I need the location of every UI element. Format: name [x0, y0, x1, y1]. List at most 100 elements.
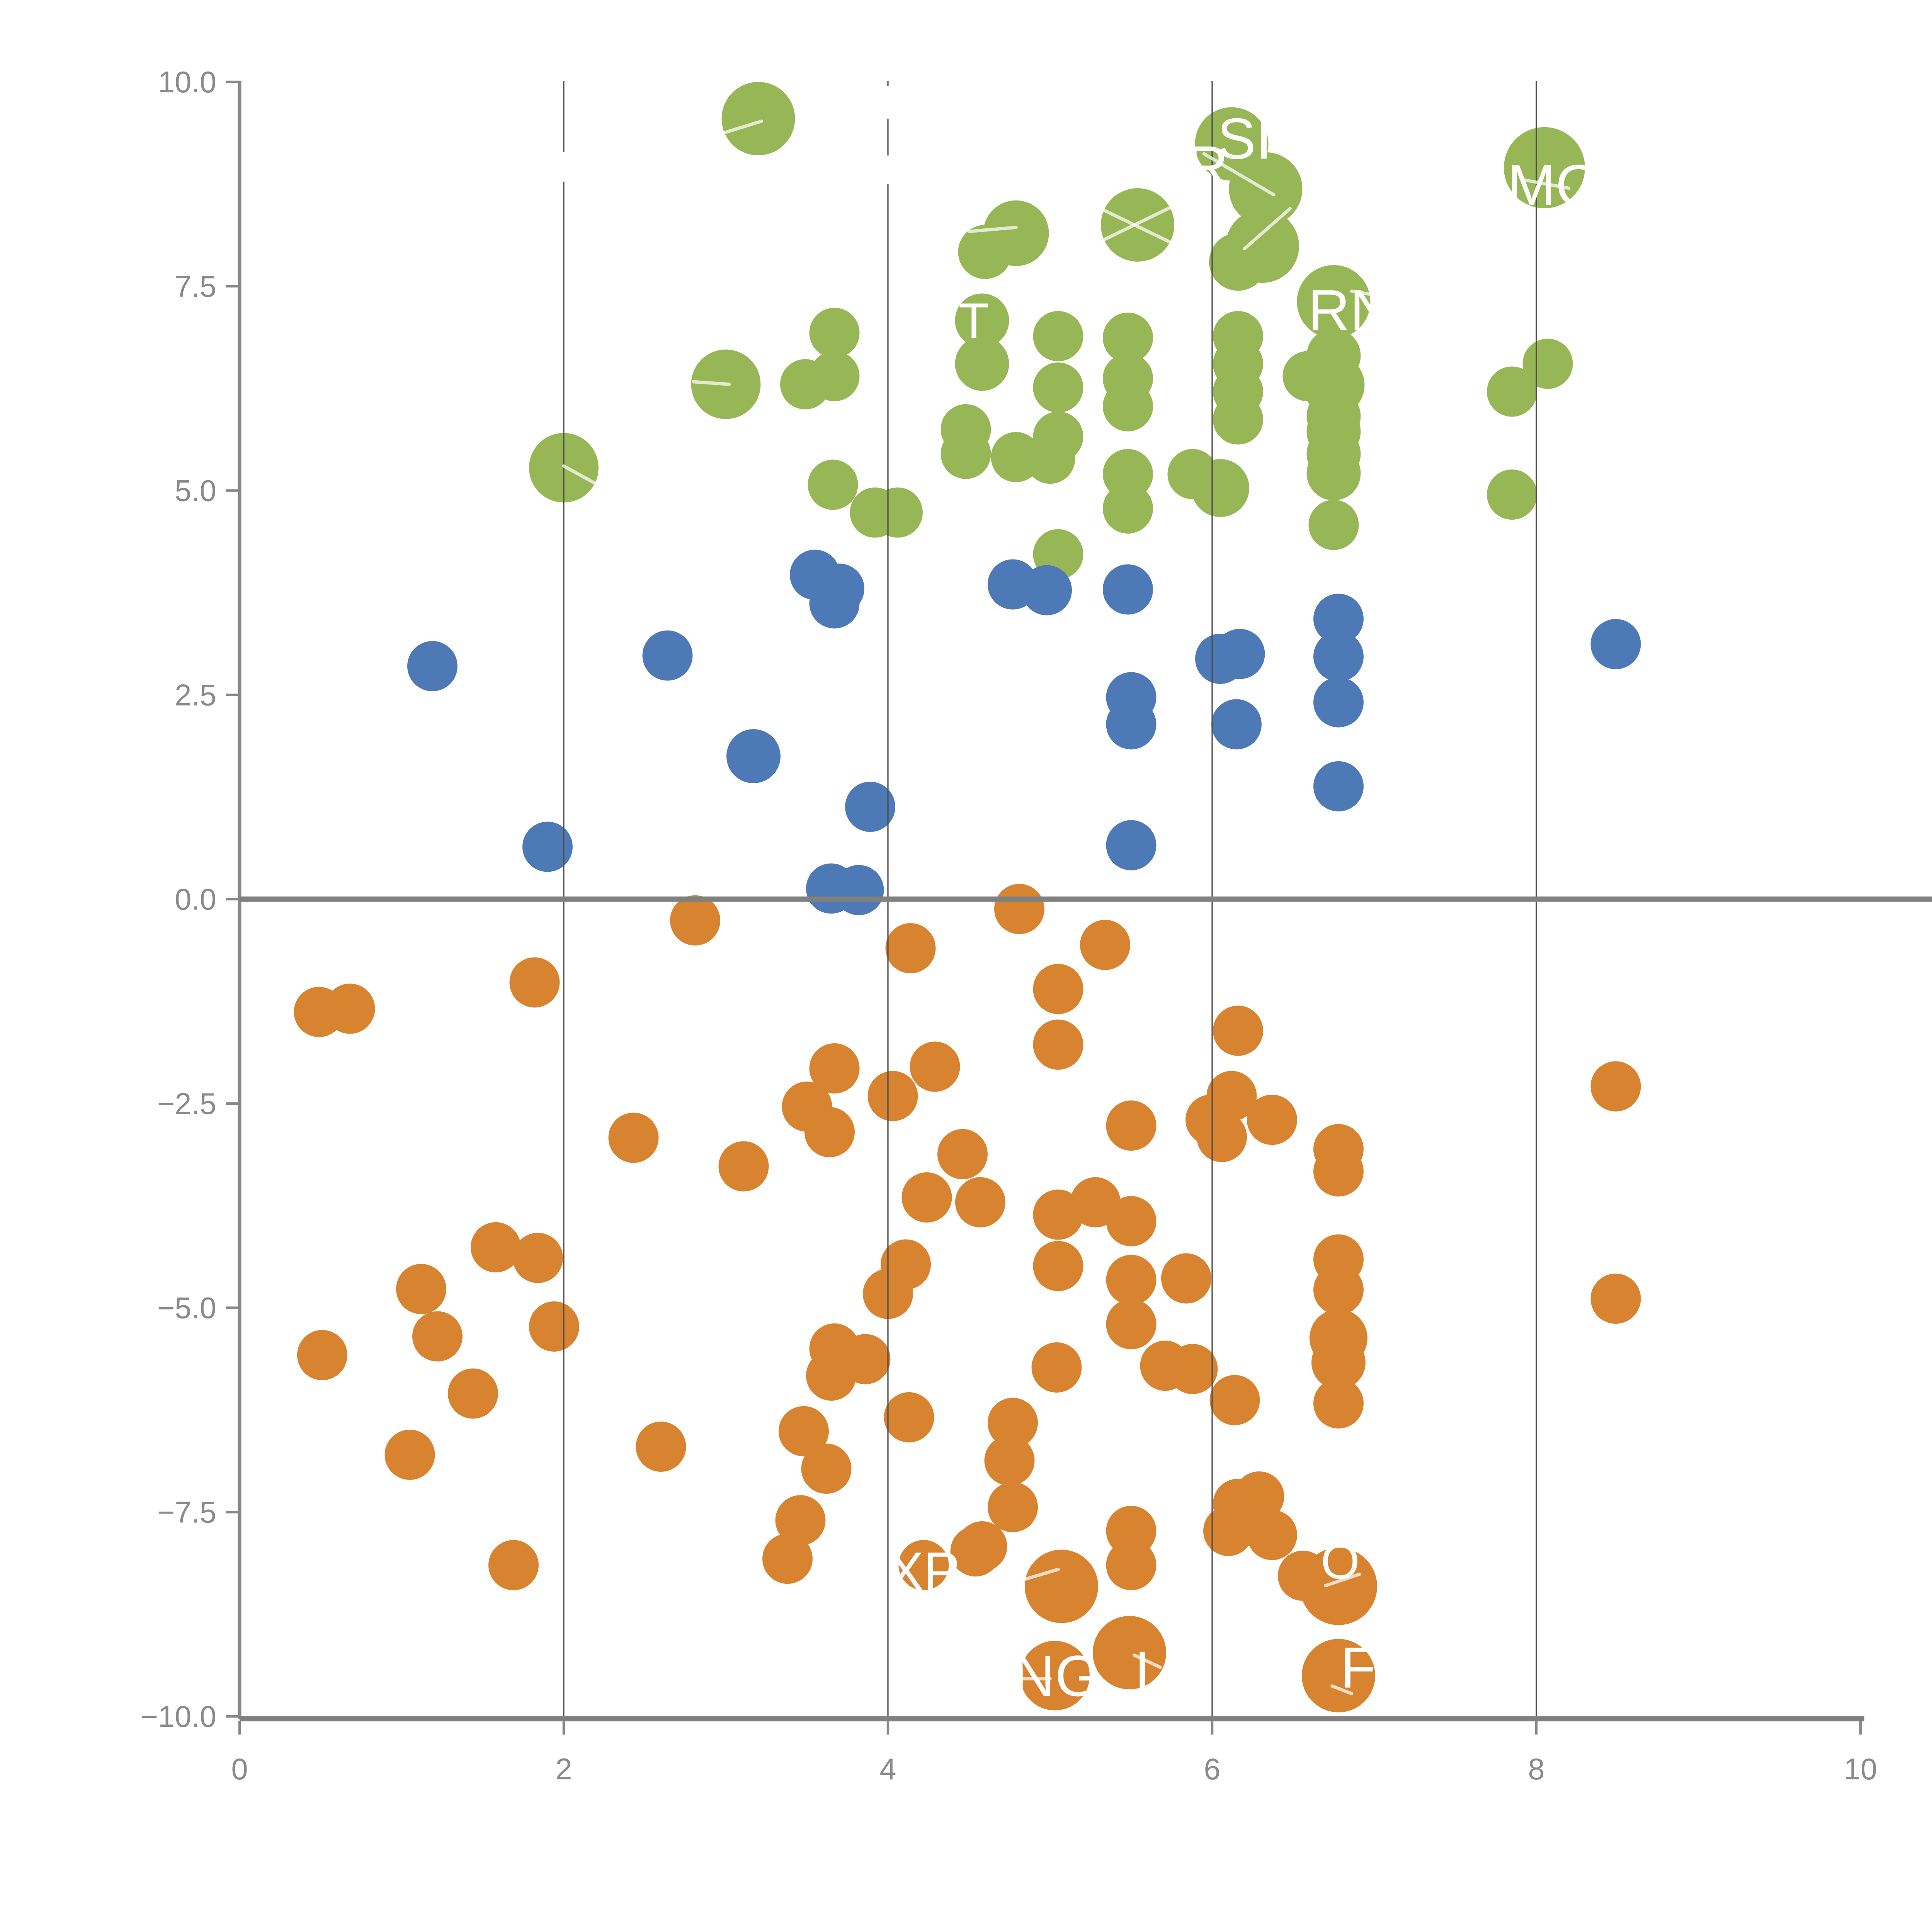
y-tick-label: −7.5 [157, 1496, 216, 1529]
scatter-point-orange-cluster [884, 1392, 934, 1442]
scatter-point-green-cluster [1103, 313, 1153, 363]
scatter-point-orange-cluster [955, 1177, 1005, 1228]
scatter-point-blue-cluster [522, 821, 573, 872]
x-tick-label: 8 [1528, 1753, 1544, 1786]
scatter-point-orange-cluster [1234, 1471, 1284, 1522]
scatter-point-orange-cluster [636, 1422, 686, 1472]
scatter-point-orange-cluster [1209, 1375, 1260, 1425]
scatter-point-orange-cluster [867, 1071, 918, 1121]
scatter-point-orange-cluster [885, 923, 936, 973]
scatter-point-green-cluster [808, 459, 858, 510]
tick-labels-layer: 10.0 7.5 5.0 2.5 0.0 −2.5 −5.0 −7.5 −10.0 0 2 4 6 8 10 [141, 66, 1877, 1786]
scatter-point-orange-cluster [1106, 1100, 1156, 1151]
annotation-leader-line [1350, 289, 1402, 301]
scatter-point-orange-cluster [898, 1540, 949, 1590]
scatter-point-green-cluster [1487, 366, 1537, 417]
scatter-point-orange-cluster [1080, 920, 1130, 970]
scatter-point-blue-cluster [809, 578, 860, 629]
scatter-point-orange-cluster [910, 1041, 960, 1092]
scatter-point-orange-cluster [984, 1435, 1035, 1486]
scatter-point-orange-cluster [775, 1495, 826, 1546]
scatter-point-orange-cluster [801, 1444, 852, 1494]
scatter-point-green-cluster [1209, 233, 1267, 291]
scatter-point-orange-cluster [1106, 1196, 1156, 1247]
bubble-label-fragment: XP [888, 1541, 960, 1602]
scatter-point-orange-cluster [1093, 1616, 1166, 1689]
annotation-leader-line [1243, 207, 1292, 250]
scatter-point-green-cluster [1191, 459, 1249, 517]
scatter-point-green-cluster [955, 337, 1009, 391]
scatter-point-green-cluster [991, 432, 1041, 482]
scatter-point-blue-cluster [1313, 677, 1364, 728]
scatter-point-green-cluster [1103, 449, 1153, 499]
annotation-leader-line [1523, 178, 1571, 190]
scatter-point-orange-cluster [1106, 1540, 1156, 1590]
scatter-point-orange-cluster [670, 895, 720, 946]
scatter-point-green-cluster [1306, 446, 1361, 500]
y-tick-label: 5.0 [175, 474, 216, 508]
scatter-point-orange-cluster [1033, 1019, 1083, 1070]
scatter-point-orange-cluster [1020, 1641, 1090, 1711]
scatter-point-orange-cluster [1247, 1510, 1297, 1560]
scatter-point-orange-cluster [806, 1350, 856, 1401]
scatter-point-blue-cluster [1106, 820, 1156, 871]
scatter-point-orange-cluster [901, 1172, 952, 1223]
scatter-point-green-cluster [1103, 381, 1153, 432]
bubble-label-fragment: R [1186, 134, 1228, 199]
scatter-point-blue-cluster [1214, 629, 1265, 679]
scatter-point-orange-cluster [1311, 1335, 1366, 1389]
y-tick-label: 10.0 [158, 66, 216, 99]
scatter-point-orange-cluster [1031, 1342, 1082, 1393]
scatter-point-orange-cluster [988, 1398, 1038, 1448]
x-tick-label: 2 [555, 1753, 572, 1786]
scatter-point-orange-cluster [1590, 1061, 1641, 1112]
bubble-label-fragment: I [1134, 1639, 1151, 1704]
y-tick-label: 2.5 [175, 679, 216, 712]
bubble-label-fragment: F [1340, 1635, 1376, 1700]
bubble-label-fragment: MO [1507, 153, 1601, 218]
scatter-point-blue-cluster [1313, 594, 1364, 644]
gridline-gap [561, 152, 567, 182]
annotation-leader-line [1202, 152, 1276, 197]
scatter-point-orange-cluster [1197, 1112, 1247, 1162]
annotation-leader-line [1097, 206, 1172, 244]
x-tick-label: 0 [231, 1753, 248, 1786]
scatter-point-green-cluster [1308, 500, 1359, 550]
scatter-point-green-cluster [872, 487, 923, 538]
gridline-gap [885, 155, 891, 184]
scatter-point-orange-cluster [297, 1330, 347, 1380]
annotation-leader-line [1133, 1653, 1162, 1669]
scatter-point-green-cluster [1103, 483, 1153, 534]
y-tick-label: −2.5 [157, 1087, 216, 1121]
scatter-point-orange-cluster [1106, 1255, 1156, 1305]
scatter-point-blue-cluster [407, 641, 457, 691]
x-tick-label: 10 [1844, 1753, 1877, 1786]
y-tick-label: −10.0 [141, 1700, 216, 1733]
y-tick-label: 7.5 [175, 270, 216, 303]
scatter-point-orange-cluster [513, 1233, 563, 1283]
gridline-gap [885, 86, 891, 119]
scatter-point-orange-cluster [1203, 1506, 1253, 1556]
scatter-point-orange-cluster [1300, 1548, 1377, 1625]
annotation-leader-line [967, 226, 1018, 233]
y-tick-label: −5.0 [157, 1292, 216, 1325]
y-tick-label: 0.0 [175, 883, 216, 916]
scatter-point-green-cluster [1213, 394, 1263, 445]
scatter-point-orange-cluster [1213, 1005, 1263, 1056]
scatter-point-orange-cluster [809, 1043, 860, 1094]
scatter-point-orange-cluster [1313, 1378, 1364, 1429]
annotation-leader-line [1324, 1572, 1361, 1587]
scatter-point-blue-cluster [1313, 631, 1364, 682]
scatter-point-orange-cluster [529, 1301, 579, 1352]
scatter-point-green-cluster [809, 351, 860, 401]
scatter-point-orange-cluster [988, 1482, 1038, 1532]
scatter-point-orange-cluster [1033, 964, 1083, 1014]
scatter-point-green-cluster [1033, 311, 1083, 361]
scatter-point-orange-cluster [608, 1112, 659, 1163]
scatter-point-orange-cluster [950, 1526, 1001, 1577]
bubble-label-fragment: SI [1217, 106, 1272, 171]
scatter-point-green-cluster [955, 293, 1009, 348]
scatter-point-orange-cluster [471, 1222, 521, 1272]
